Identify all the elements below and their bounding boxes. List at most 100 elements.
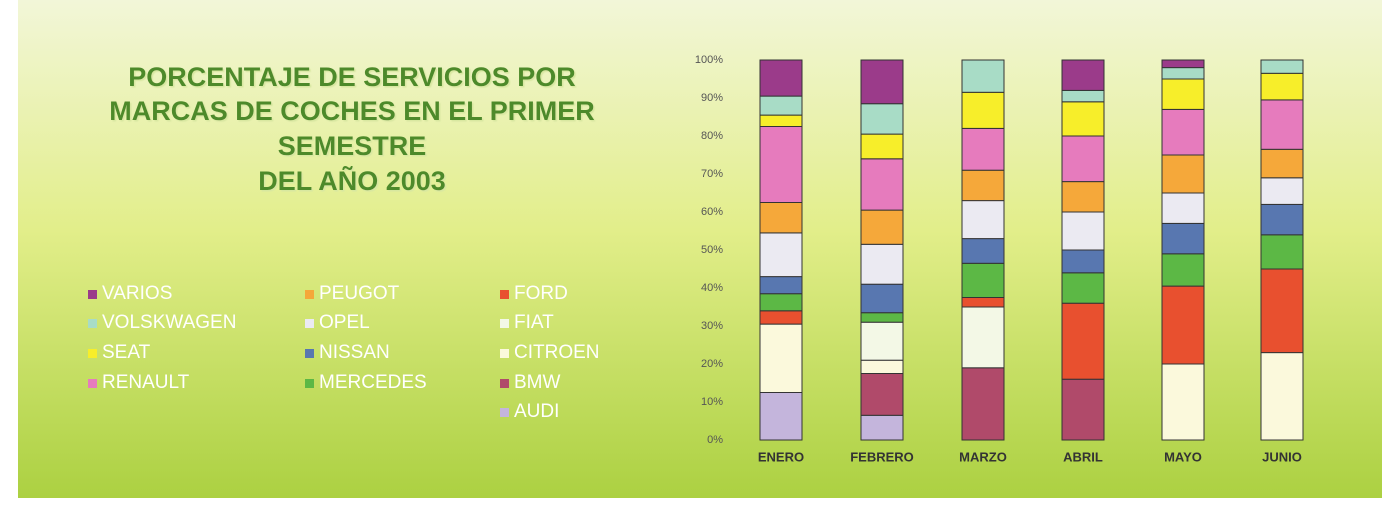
y-tick-label: 80% [701,130,723,142]
bar-segment [1161,285,1205,365]
bar-segment [1061,378,1105,441]
bar-segment [759,59,803,97]
bar-segment [860,158,904,211]
bar-segment [1161,59,1205,69]
bar-segment [1061,302,1105,380]
y-tick-label: 10% [701,396,723,408]
legend-label: MERCEDES [319,372,427,393]
bar-segment [961,127,1005,171]
bar-segment [961,91,1005,129]
legend-swatch [305,290,314,299]
bar-segment [1061,59,1105,91]
bar-segment [1260,177,1304,205]
legend-label: RENAULT [102,372,190,393]
legend-label: BMW [514,372,561,393]
bar-segment [1061,249,1105,274]
legend-label: AUDI [514,401,559,422]
y-tick-label: 40% [701,282,723,294]
y-tick-label: 50% [701,244,723,256]
legend-swatch [500,319,509,328]
bar-segment [1260,234,1304,270]
bar-segment [1061,101,1105,137]
bar-segment [860,209,904,245]
bar-segment [1260,203,1304,236]
legend-label: VOLSKWAGEN [102,312,236,333]
legend-swatch [88,290,97,299]
x-tick-label: MAYO [1164,449,1202,464]
bar-segment [961,262,1005,298]
legend-label: VARIOS [102,283,172,304]
bar-segment [1061,89,1105,103]
bar-segment [961,200,1005,240]
bar-segment [1161,154,1205,194]
bar-segment [1260,148,1304,179]
bar-segment [759,293,803,312]
bar-segment [1161,67,1205,80]
bar-segment [1061,211,1105,251]
legend-label: SEAT [102,342,151,363]
bar-segment [860,312,904,323]
bar-segment [860,321,904,361]
bar-segment [1161,78,1205,110]
y-tick-label: 90% [701,92,723,104]
x-tick-label: JUNIO [1262,449,1302,464]
background [18,0,1382,511]
bar-segment [1260,268,1304,354]
legend-swatch [88,319,97,328]
bar-segment [961,238,1005,264]
legend-swatch [500,379,509,388]
chart-title: DEL AÑO 2003 [258,165,446,196]
bar-segment [759,126,803,203]
legend-swatch [305,349,314,358]
margin [0,0,18,511]
bar-segment [1061,272,1105,304]
bar-segment [1161,363,1205,441]
legend-label: NISSAN [319,342,390,363]
bar-segment [759,392,803,441]
legend-swatch [88,349,97,358]
bar-segment [1260,352,1304,441]
legend-swatch [500,290,509,299]
bar-segment [759,276,803,295]
bar-segment [759,232,803,278]
y-tick-label: 60% [701,206,723,218]
bar-segment [860,103,904,135]
bar-segment [1061,181,1105,213]
x-tick-label: ENERO [758,449,804,464]
bar-segment [860,283,904,314]
bar-segment [961,59,1005,93]
bar-segment [860,133,904,160]
bar-segment [759,114,803,127]
bar-segment [1161,253,1205,287]
legend-label: FIAT [514,312,554,333]
bar-segment [860,359,904,375]
bar-segment [1161,108,1205,156]
chart-title: SEMESTRE [278,131,427,161]
legend-swatch [500,408,509,417]
bar-segment [860,373,904,416]
bar-segment [1161,192,1205,224]
y-tick-label: 100% [695,54,723,66]
bar-segment [961,297,1005,308]
y-tick-label: 20% [701,358,723,370]
margin [18,498,1382,511]
bar-segment [860,414,904,441]
legend-swatch [305,319,314,328]
chart-title: PORCENTAJE DE SERVICIOS POR [128,62,576,92]
y-tick-label: 0% [707,434,723,446]
bar-segment [961,169,1005,202]
y-tick-label: 30% [701,320,723,332]
bar-segment [1260,72,1304,101]
legend-label: OPEL [319,312,370,333]
bar-segment [1260,59,1304,74]
legend-label: PEUGOT [319,283,400,304]
bar-segment [759,95,803,116]
bar-segment [860,243,904,285]
bar-segment [759,310,803,325]
x-tick-label: MARZO [959,449,1007,464]
bar-segment [961,367,1005,441]
bar-segment [759,202,803,234]
bar-segment [1161,222,1205,255]
x-tick-label: FEBRERO [850,449,914,464]
